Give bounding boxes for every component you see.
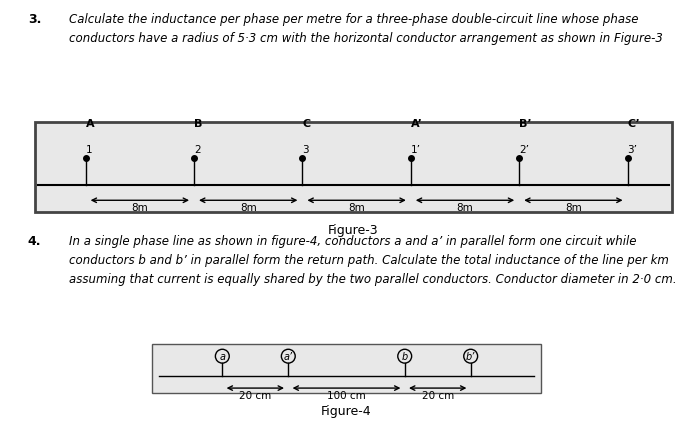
- Text: C’: C’: [628, 119, 640, 129]
- Text: 8m: 8m: [132, 203, 148, 212]
- Text: 100 cm: 100 cm: [327, 390, 366, 400]
- Text: 20 cm: 20 cm: [421, 390, 454, 400]
- Text: 1’: 1’: [411, 144, 421, 154]
- Text: 2: 2: [194, 144, 201, 154]
- Text: Figure-4: Figure-4: [321, 404, 372, 417]
- Text: 3’: 3’: [628, 144, 638, 154]
- Text: b’: b’: [466, 351, 475, 361]
- Text: 8m: 8m: [565, 203, 581, 212]
- Text: 1: 1: [86, 144, 92, 154]
- Text: A: A: [86, 119, 94, 129]
- Text: In a single phase line as shown in figure-4, conductors a and a’ in parallel for: In a single phase line as shown in figur…: [69, 234, 677, 285]
- Text: 8m: 8m: [457, 203, 473, 212]
- Text: 2’: 2’: [519, 144, 529, 154]
- Text: 20 cm: 20 cm: [239, 390, 272, 400]
- FancyBboxPatch shape: [35, 123, 672, 213]
- Text: a: a: [219, 351, 225, 361]
- FancyBboxPatch shape: [152, 344, 541, 393]
- Text: 3: 3: [302, 144, 309, 154]
- Text: 8m: 8m: [349, 203, 365, 212]
- Text: b: b: [401, 351, 408, 361]
- Text: Calculate the inductance per phase per metre for a three-phase double-circuit li: Calculate the inductance per phase per m…: [69, 13, 663, 45]
- Text: C: C: [302, 119, 310, 129]
- Text: a’: a’: [283, 351, 293, 361]
- Text: A’: A’: [411, 119, 423, 129]
- Text: Figure-3: Figure-3: [328, 224, 379, 236]
- Text: 8m: 8m: [240, 203, 256, 212]
- Text: B: B: [194, 119, 202, 129]
- Text: 3.: 3.: [28, 13, 41, 26]
- Text: 4.: 4.: [28, 234, 41, 247]
- Text: B’: B’: [519, 119, 532, 129]
